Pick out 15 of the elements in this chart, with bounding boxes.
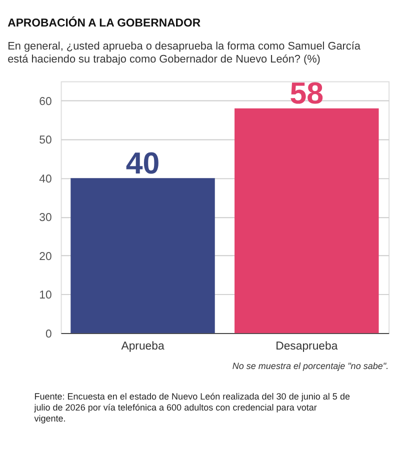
data-label: 40 xyxy=(126,146,160,180)
data-label: 58 xyxy=(290,76,324,111)
y-tick-label: 30 xyxy=(39,212,52,224)
y-tick-label: 10 xyxy=(39,290,52,302)
y-tick-label: 50 xyxy=(39,134,52,147)
text: No se muestra el porcentaje "no sabe". xyxy=(232,361,389,372)
y-tick-label: 40 xyxy=(39,173,52,186)
y-tick-label: 20 xyxy=(39,250,52,263)
y-tick-label: 60 xyxy=(39,96,52,108)
chart-subtitle: En general, ¿usted aprueba o desaprueba la forma como Samuel García está haciendo su trabajo como Gobernador de Nuevo León? (%) xyxy=(8,40,362,66)
x-tick-label: Desaprueba xyxy=(276,340,338,353)
chart-title: APROBACIÓN A LA GOBERNADOR xyxy=(8,16,201,30)
y-tick-label: 0 xyxy=(45,328,52,340)
source-note: Fuente: Encuesta en el estado de Nuevo León realizada del 30 de junio al 5 de julio de 2026 por vía telefónica a 600 adultos con credencial para votar vigente. xyxy=(33,392,350,424)
x-tick-label: Aprueba xyxy=(121,340,165,353)
